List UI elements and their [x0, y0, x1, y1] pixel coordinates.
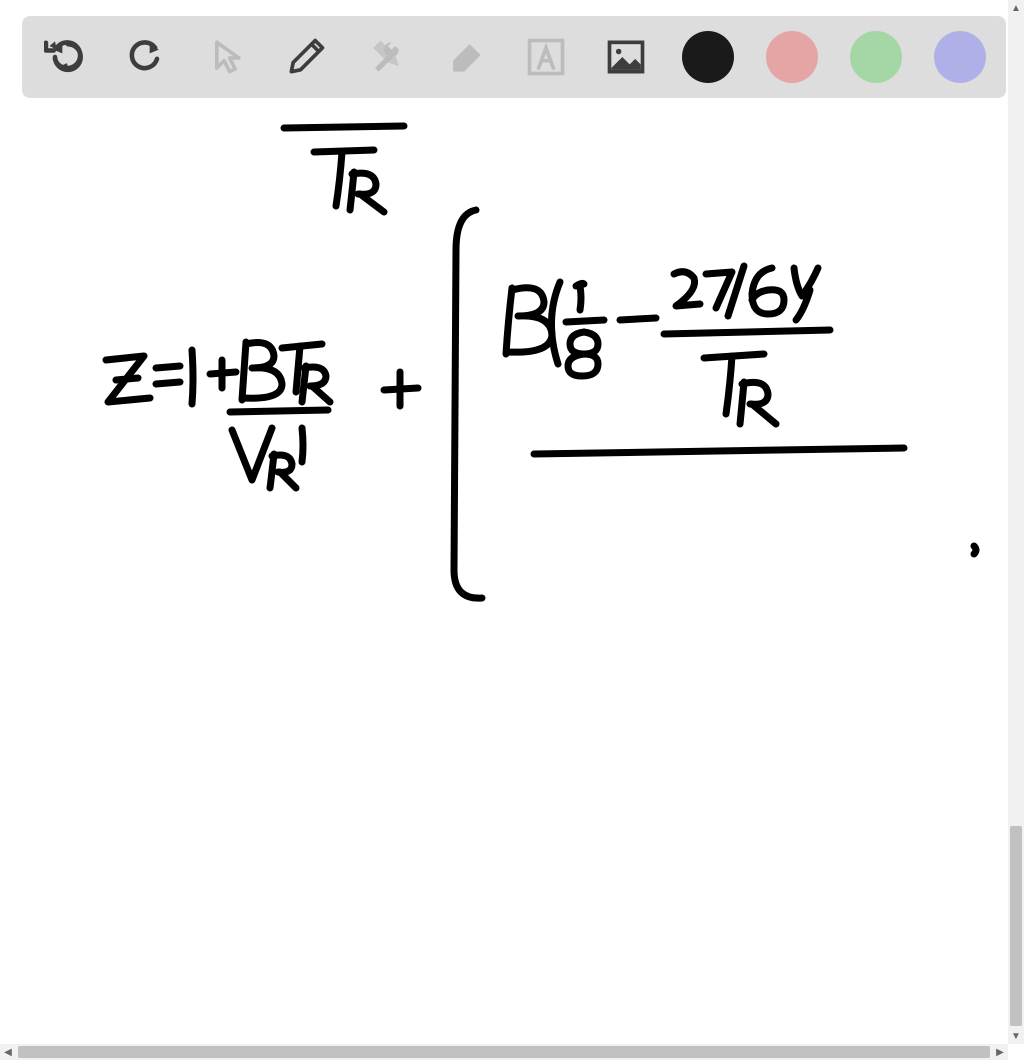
vertical-scrollbar[interactable]: ▲ ▼: [1008, 0, 1024, 1044]
pointer-button[interactable]: [202, 33, 250, 81]
redo-button[interactable]: [122, 33, 170, 81]
horizontal-scrollbar-thumb[interactable]: [18, 1046, 990, 1058]
handwriting-strokes: [4, 110, 1004, 1040]
pointer-icon: [204, 35, 248, 79]
color-green[interactable]: [850, 31, 902, 83]
pen-button[interactable]: [282, 33, 330, 81]
horizontal-scrollbar[interactable]: ◀ ▶: [0, 1044, 1008, 1060]
eraser-button[interactable]: [442, 33, 490, 81]
text-button[interactable]: [522, 33, 570, 81]
wrench-icon: [364, 35, 408, 79]
vertical-scrollbar-thumb[interactable]: [1010, 826, 1022, 1026]
image-icon: [604, 35, 648, 79]
undo-button-real[interactable]: [42, 33, 90, 81]
scroll-left-icon[interactable]: ◀: [0, 1044, 16, 1060]
color-pink[interactable]: [766, 31, 818, 83]
tools-button[interactable]: [362, 33, 410, 81]
toolbar: [22, 16, 1006, 98]
redo-icon: [124, 35, 168, 79]
color-purple[interactable]: [934, 31, 986, 83]
canvas[interactable]: [4, 110, 1006, 1046]
pen-icon: [284, 35, 328, 79]
color-black[interactable]: [682, 31, 734, 83]
image-button[interactable]: [602, 33, 650, 81]
scroll-down-icon[interactable]: ▼: [1008, 1028, 1024, 1044]
text-icon: [524, 35, 568, 79]
scroll-right-icon[interactable]: ▶: [992, 1044, 1008, 1060]
undo-icon: [44, 35, 88, 79]
eraser-icon: [444, 35, 488, 79]
whiteboard-app: ▲ ▼ ◀ ▶: [0, 0, 1024, 1060]
scroll-up-icon[interactable]: ▲: [1008, 0, 1024, 16]
